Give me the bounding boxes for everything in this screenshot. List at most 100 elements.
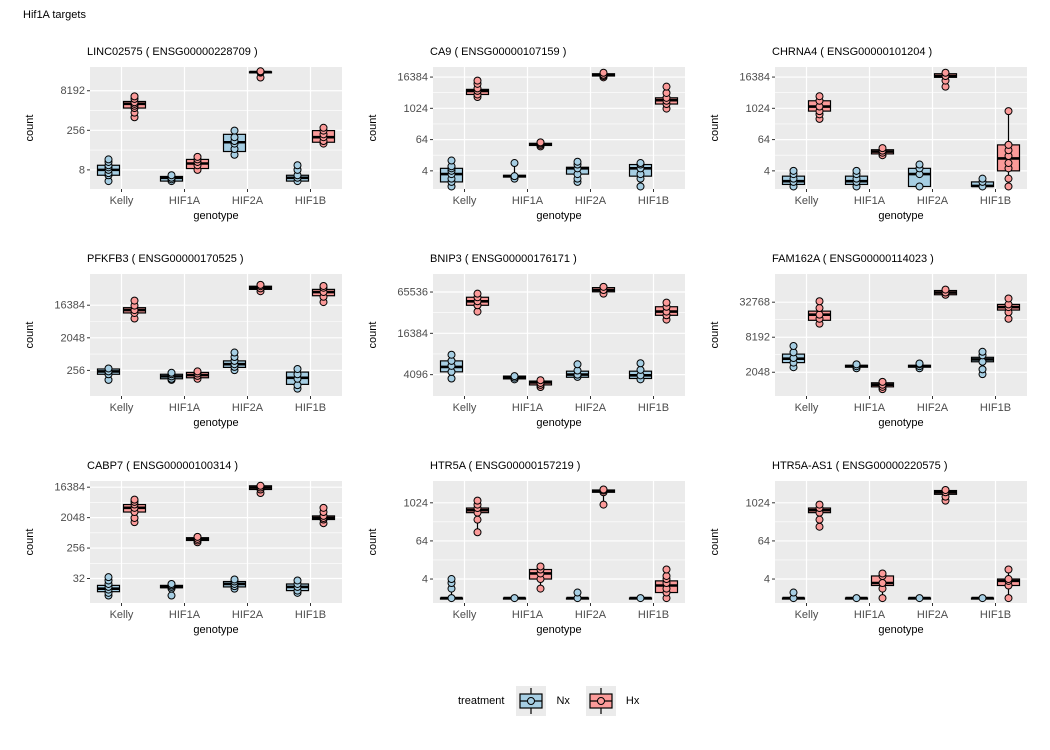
x-tick-label: Kelly	[453, 402, 477, 414]
x-tick-label: HIF1A	[854, 402, 886, 414]
y-axis-label: count	[709, 322, 721, 349]
legend-glyph-nx	[519, 688, 544, 714]
data-point	[256, 280, 265, 289]
data-point	[293, 161, 302, 170]
data-point	[815, 92, 824, 101]
y-tick-label: 16384	[397, 328, 428, 340]
data-point	[978, 594, 987, 603]
panel-background	[775, 481, 1027, 603]
y-axis-label: count	[367, 322, 379, 349]
y-tick-label: 1024	[746, 103, 770, 115]
data-point	[230, 126, 239, 135]
data-point	[193, 532, 202, 541]
data-point	[473, 289, 482, 298]
data-point	[1004, 140, 1013, 149]
panel-5: 2048 8192 32768 Kelly HIF1A HIF2A HIF1B FAM162A…	[709, 253, 1027, 429]
data-point	[878, 144, 887, 153]
x-tick-label: HIF2A	[917, 195, 949, 207]
data-point	[815, 310, 824, 319]
data-point	[104, 573, 113, 582]
x-tick-label: HIF2A	[232, 195, 264, 207]
x-tick-label: Kelly	[110, 609, 134, 621]
y-tick-label: 8192	[746, 332, 770, 344]
x-tick-label: HIF1B	[638, 402, 669, 414]
x-tick-label: HIF1B	[295, 609, 326, 621]
legend-point	[527, 697, 536, 705]
x-tick-label: HIF1B	[980, 402, 1011, 414]
y-tick-label: 64	[416, 535, 428, 547]
y-tick-label: 2048	[746, 367, 770, 379]
data-point	[941, 485, 950, 494]
x-tick-label: Kelly	[795, 609, 819, 621]
data-point	[447, 350, 456, 359]
x-axis-label: genotype	[193, 624, 238, 636]
y-tick-label: 1024	[746, 497, 770, 509]
y-axis-label: count	[24, 115, 36, 142]
y-tick-label: 2048	[61, 512, 85, 524]
data-point	[130, 296, 139, 305]
data-point	[941, 285, 950, 294]
data-point	[636, 594, 645, 603]
data-point	[815, 304, 824, 313]
y-tick-label: 16384	[54, 300, 85, 312]
x-tick-label: HIF1A	[169, 402, 201, 414]
data-point	[636, 365, 645, 374]
data-point	[1004, 294, 1013, 303]
data-point	[104, 364, 113, 373]
data-point	[193, 367, 202, 376]
panel-background	[775, 67, 1027, 189]
data-point	[941, 68, 950, 77]
data-point	[167, 368, 176, 377]
data-point	[193, 152, 202, 161]
data-point	[1004, 107, 1013, 116]
data-point	[915, 594, 924, 603]
data-point	[473, 76, 482, 85]
panel-background	[90, 67, 342, 189]
y-tick-label: 4	[422, 165, 428, 177]
panel-title: CABP7 ( ENSG00000100314 )	[87, 460, 238, 472]
x-tick-label: HIF2A	[232, 609, 264, 621]
data-point	[104, 155, 113, 164]
panel-0: 8 256 8192 Kelly HIF1A HIF2A HIF1B LINC02575 ( …	[24, 46, 342, 222]
data-point	[915, 182, 924, 191]
x-axis-label: genotype	[536, 624, 581, 636]
x-axis-label: genotype	[536, 210, 581, 222]
panel-title: BNIP3 ( ENSG00000176171 )	[430, 253, 577, 265]
data-point	[662, 571, 671, 580]
data-point	[230, 575, 239, 584]
data-point	[447, 575, 456, 584]
y-tick-label: 8	[79, 164, 85, 176]
y-tick-label: 4	[764, 165, 770, 177]
panel-title: HTR5A-AS1 ( ENSG00000220575 )	[772, 460, 947, 472]
y-tick-label: 16384	[397, 72, 428, 84]
y-tick-label: 1024	[404, 103, 428, 115]
x-tick-label: Kelly	[795, 402, 819, 414]
panel-6: 32 256 2048 16384 Kelly HIF1A HIF2A HIF1B CABP7 …	[24, 460, 342, 636]
data-point	[878, 377, 887, 386]
x-tick-label: HIF2A	[575, 195, 607, 207]
x-tick-label: HIF1B	[980, 609, 1011, 621]
data-point	[662, 82, 671, 91]
data-point	[852, 166, 861, 175]
x-tick-label: HIF1A	[512, 609, 544, 621]
x-tick-label: HIF1A	[169, 609, 201, 621]
x-tick-label: HIF1B	[980, 195, 1011, 207]
panel-4: 4096 16384 65536 Kelly HIF1A HIF2A HIF1B BNIP3 …	[367, 253, 685, 429]
data-point	[636, 159, 645, 168]
y-tick-label: 1024	[404, 497, 428, 509]
data-point	[978, 174, 987, 183]
x-tick-label: HIF2A	[575, 609, 607, 621]
x-tick-label: HIF1B	[638, 195, 669, 207]
data-point	[789, 588, 798, 597]
legend: treatment Nx Hx	[458, 686, 655, 716]
x-axis-label: genotype	[193, 210, 238, 222]
y-tick-label: 65536	[397, 287, 428, 299]
panel-title: CHRNA4 ( ENSG00000101204 )	[772, 46, 932, 58]
data-point	[536, 562, 545, 571]
data-point	[293, 576, 302, 585]
legend-glyph-hx	[589, 688, 613, 714]
y-tick-label: 64	[758, 535, 770, 547]
data-point	[878, 594, 887, 603]
data-point	[852, 594, 861, 603]
data-point	[473, 496, 482, 505]
